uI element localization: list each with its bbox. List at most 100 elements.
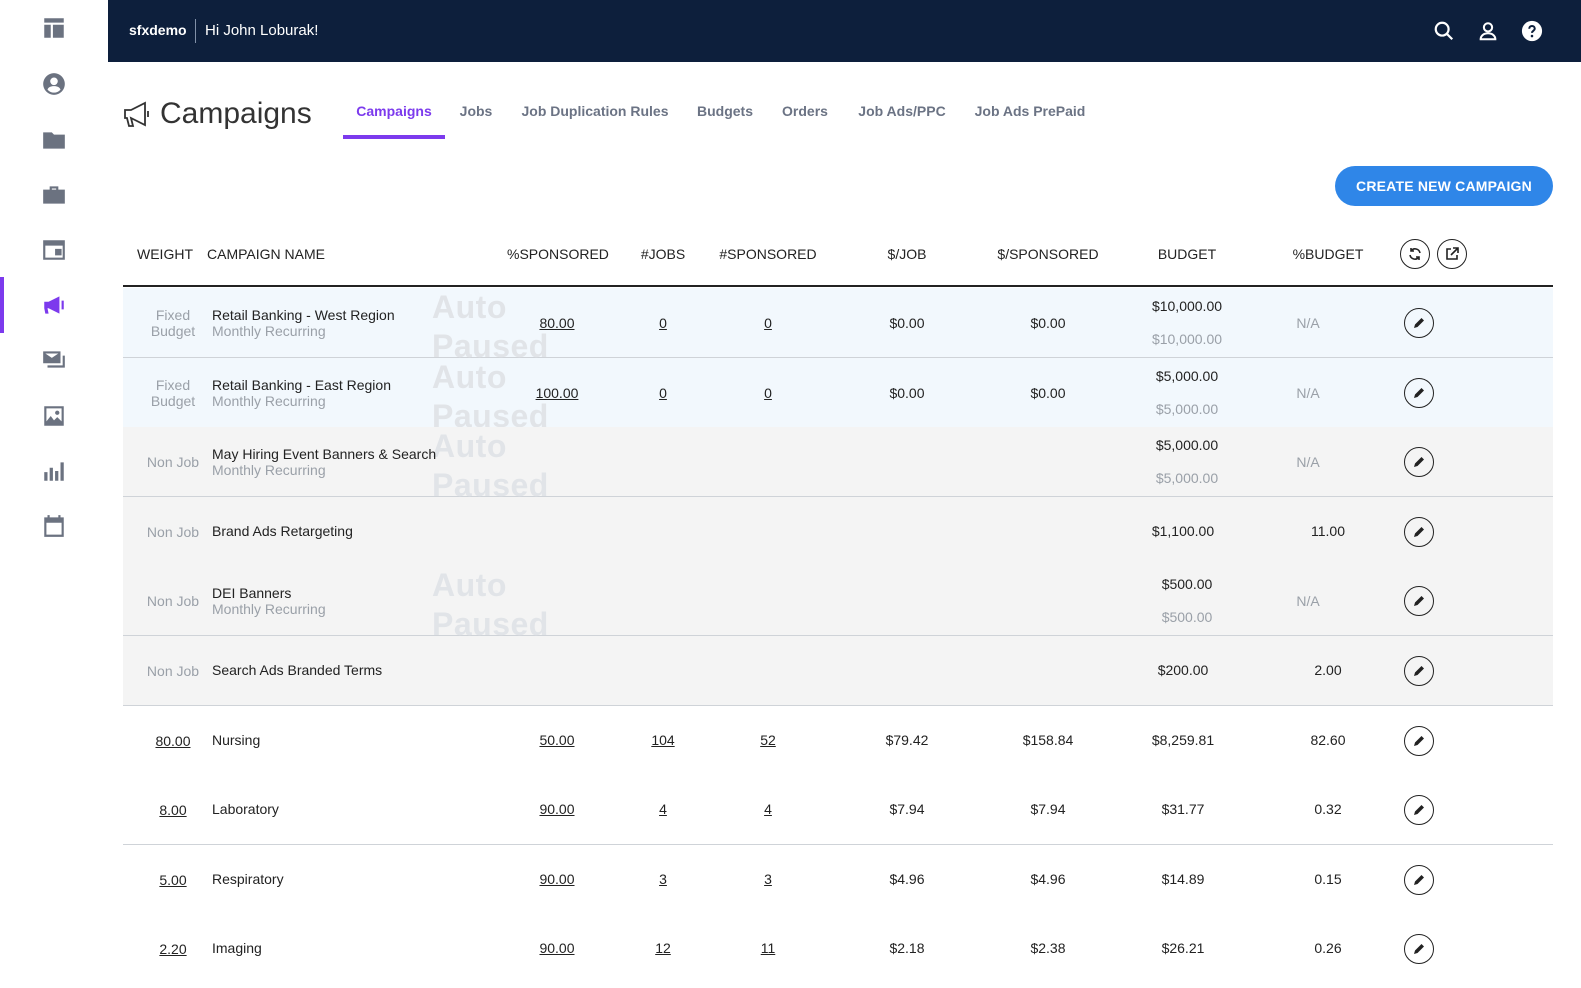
edit-campaign-button[interactable] bbox=[1404, 795, 1434, 825]
export-button[interactable] bbox=[1437, 239, 1467, 269]
sponsored-link[interactable]: 0 bbox=[764, 315, 772, 331]
tab-budgets[interactable]: Budgets bbox=[697, 103, 753, 119]
sponsored-link[interactable]: 4 bbox=[764, 801, 772, 817]
campaign-name[interactable]: Nursing bbox=[212, 732, 261, 748]
auto-paused-watermark: Auto Paused bbox=[432, 567, 549, 642]
edit-campaign-button[interactable] bbox=[1404, 726, 1434, 756]
refresh-icon bbox=[1409, 248, 1421, 260]
pct-sponsored-link[interactable]: 100.00 bbox=[535, 385, 579, 401]
sponsored-link[interactable]: 3 bbox=[764, 871, 772, 887]
account-button[interactable] bbox=[1476, 19, 1500, 43]
weight-label: Non Job bbox=[146, 524, 200, 540]
jobs-link[interactable]: 104 bbox=[651, 732, 675, 748]
header-weight[interactable]: WEIGHT bbox=[137, 246, 193, 262]
budget-value: $26.21 bbox=[1161, 940, 1205, 956]
sidebar-item-pages[interactable] bbox=[0, 222, 108, 278]
jobs-link[interactable]: 0 bbox=[659, 315, 667, 331]
edit-campaign-button[interactable] bbox=[1404, 586, 1434, 616]
header-per-sponsored[interactable]: $/SPONSORED bbox=[997, 246, 1099, 262]
pencil-icon bbox=[1414, 736, 1424, 746]
create-new-campaign-button[interactable]: CREATE NEW CAMPAIGN bbox=[1335, 166, 1553, 206]
table-row: 80.00 Nursing 50.00 104 52 $79.42 $158.8… bbox=[123, 706, 1553, 776]
table-row: 8.00 Laboratory 90.00 4 4 $7.94 $7.94 $3… bbox=[123, 775, 1553, 845]
pencil-icon bbox=[1414, 805, 1424, 815]
edit-campaign-button[interactable] bbox=[1404, 308, 1434, 338]
header-pct-sponsored[interactable]: %SPONSORED bbox=[507, 246, 609, 262]
weight-link[interactable]: 8.00 bbox=[159, 802, 187, 818]
jobs-link[interactable]: 0 bbox=[659, 385, 667, 401]
campaign-name[interactable]: May Hiring Event Banners & Search bbox=[212, 446, 437, 462]
tab-orders[interactable]: Orders bbox=[782, 103, 828, 119]
per-sponsored-value: $0.00 bbox=[1030, 315, 1066, 331]
tab-job-duplication-rules[interactable]: Job Duplication Rules bbox=[521, 103, 669, 119]
search-button[interactable] bbox=[1432, 19, 1456, 43]
per-sponsored-value: $4.96 bbox=[1030, 871, 1066, 887]
edit-campaign-button[interactable] bbox=[1404, 656, 1434, 686]
jobs-link[interactable]: 4 bbox=[659, 801, 667, 817]
campaign-recurrence: Monthly Recurring bbox=[212, 462, 326, 478]
sidebar-item-dashboard[interactable] bbox=[0, 0, 108, 56]
budget-value: $500.00 bbox=[1161, 576, 1213, 592]
pct-sponsored-link[interactable]: 90.00 bbox=[539, 801, 575, 817]
sidebar-item-jobs[interactable] bbox=[0, 167, 108, 223]
weight-link[interactable]: 2.20 bbox=[159, 941, 187, 957]
header-sponsored[interactable]: #SPONSORED bbox=[719, 246, 817, 262]
campaign-name[interactable]: Brand Ads Retargeting bbox=[212, 523, 353, 539]
tab-jobs[interactable]: Jobs bbox=[459, 103, 493, 119]
pct-sponsored-link[interactable]: 90.00 bbox=[539, 940, 575, 956]
pencil-icon bbox=[1414, 318, 1424, 328]
tab-campaigns[interactable]: Campaigns bbox=[343, 92, 445, 139]
calendar-icon bbox=[44, 515, 64, 537]
header-pct-budget[interactable]: %BUDGET bbox=[1292, 246, 1364, 262]
help-button[interactable] bbox=[1520, 19, 1544, 43]
pct-sponsored-link[interactable]: 80.00 bbox=[539, 315, 575, 331]
table-row: 5.00 Respiratory 90.00 3 3 $4.96 $4.96 $… bbox=[123, 845, 1553, 915]
table-row: Non Job Auto Paused May Hiring Event Bann… bbox=[123, 427, 1553, 503]
pct-budget-value: N/A bbox=[1296, 454, 1320, 470]
sidebar-item-messages[interactable] bbox=[0, 332, 108, 388]
edit-campaign-button[interactable] bbox=[1404, 447, 1434, 477]
campaign-name[interactable]: Imaging bbox=[212, 940, 262, 956]
top-bar: sfxdemo Hi John Loburak! bbox=[108, 0, 1581, 62]
campaign-name[interactable]: Search Ads Branded Terms bbox=[212, 662, 383, 678]
header-budget[interactable]: BUDGET bbox=[1157, 246, 1217, 262]
sidebar-item-folders[interactable] bbox=[0, 112, 108, 168]
sidebar-item-campaigns[interactable] bbox=[0, 277, 108, 333]
weight-link[interactable]: 5.00 bbox=[159, 872, 187, 888]
sponsored-link[interactable]: 52 bbox=[760, 732, 776, 748]
edit-campaign-button[interactable] bbox=[1404, 378, 1434, 408]
edit-campaign-button[interactable] bbox=[1404, 865, 1434, 895]
sponsored-link[interactable]: 0 bbox=[764, 385, 772, 401]
user-circle-icon bbox=[43, 73, 65, 95]
campaign-name[interactable]: Retail Banking - West Region bbox=[212, 307, 395, 323]
sidebar-item-analytics[interactable] bbox=[0, 443, 108, 499]
tab-job-ads-ppc[interactable]: Job Ads/PPC bbox=[858, 103, 946, 119]
campaign-name[interactable]: Laboratory bbox=[212, 801, 279, 817]
tab-job-ads-prepaid[interactable]: Job Ads PrePaid bbox=[974, 103, 1086, 119]
sidebar-item-profile[interactable] bbox=[0, 56, 108, 112]
refresh-button[interactable] bbox=[1400, 239, 1430, 269]
table-header: WEIGHT CAMPAIGN NAME %SPONSORED #JOBS #S… bbox=[123, 230, 1553, 287]
campaign-name[interactable]: DEI Banners bbox=[212, 585, 292, 601]
header-jobs[interactable]: #JOBS bbox=[640, 246, 686, 262]
pct-sponsored-link[interactable]: 90.00 bbox=[539, 871, 575, 887]
jobs-link[interactable]: 12 bbox=[655, 940, 671, 956]
user-greeting: Hi John Loburak! bbox=[205, 22, 319, 39]
dashboard-icon bbox=[44, 18, 64, 38]
table-row: Non Job Brand Ads Retargeting $1,100.00 … bbox=[123, 497, 1553, 567]
campaign-name[interactable]: Respiratory bbox=[212, 871, 284, 887]
sidebar-item-calendar[interactable] bbox=[0, 498, 108, 554]
budget-remaining: $5,000.00 bbox=[1155, 470, 1219, 486]
edit-campaign-button[interactable] bbox=[1404, 934, 1434, 964]
weight-link[interactable]: 80.00 bbox=[155, 733, 191, 749]
jobs-link[interactable]: 3 bbox=[659, 871, 667, 887]
campaign-name[interactable]: Retail Banking - East Region bbox=[212, 377, 391, 393]
sidebar-item-media[interactable] bbox=[0, 388, 108, 444]
header-campaign-name[interactable]: CAMPAIGN NAME bbox=[207, 246, 325, 262]
sponsored-link[interactable]: 11 bbox=[760, 940, 776, 956]
megaphone-outline-icon bbox=[124, 101, 149, 127]
edit-campaign-button[interactable] bbox=[1404, 517, 1434, 547]
brand-name: sfxdemo bbox=[129, 22, 187, 38]
pct-sponsored-link[interactable]: 50.00 bbox=[539, 732, 575, 748]
header-per-job[interactable]: $/JOB bbox=[887, 246, 927, 262]
